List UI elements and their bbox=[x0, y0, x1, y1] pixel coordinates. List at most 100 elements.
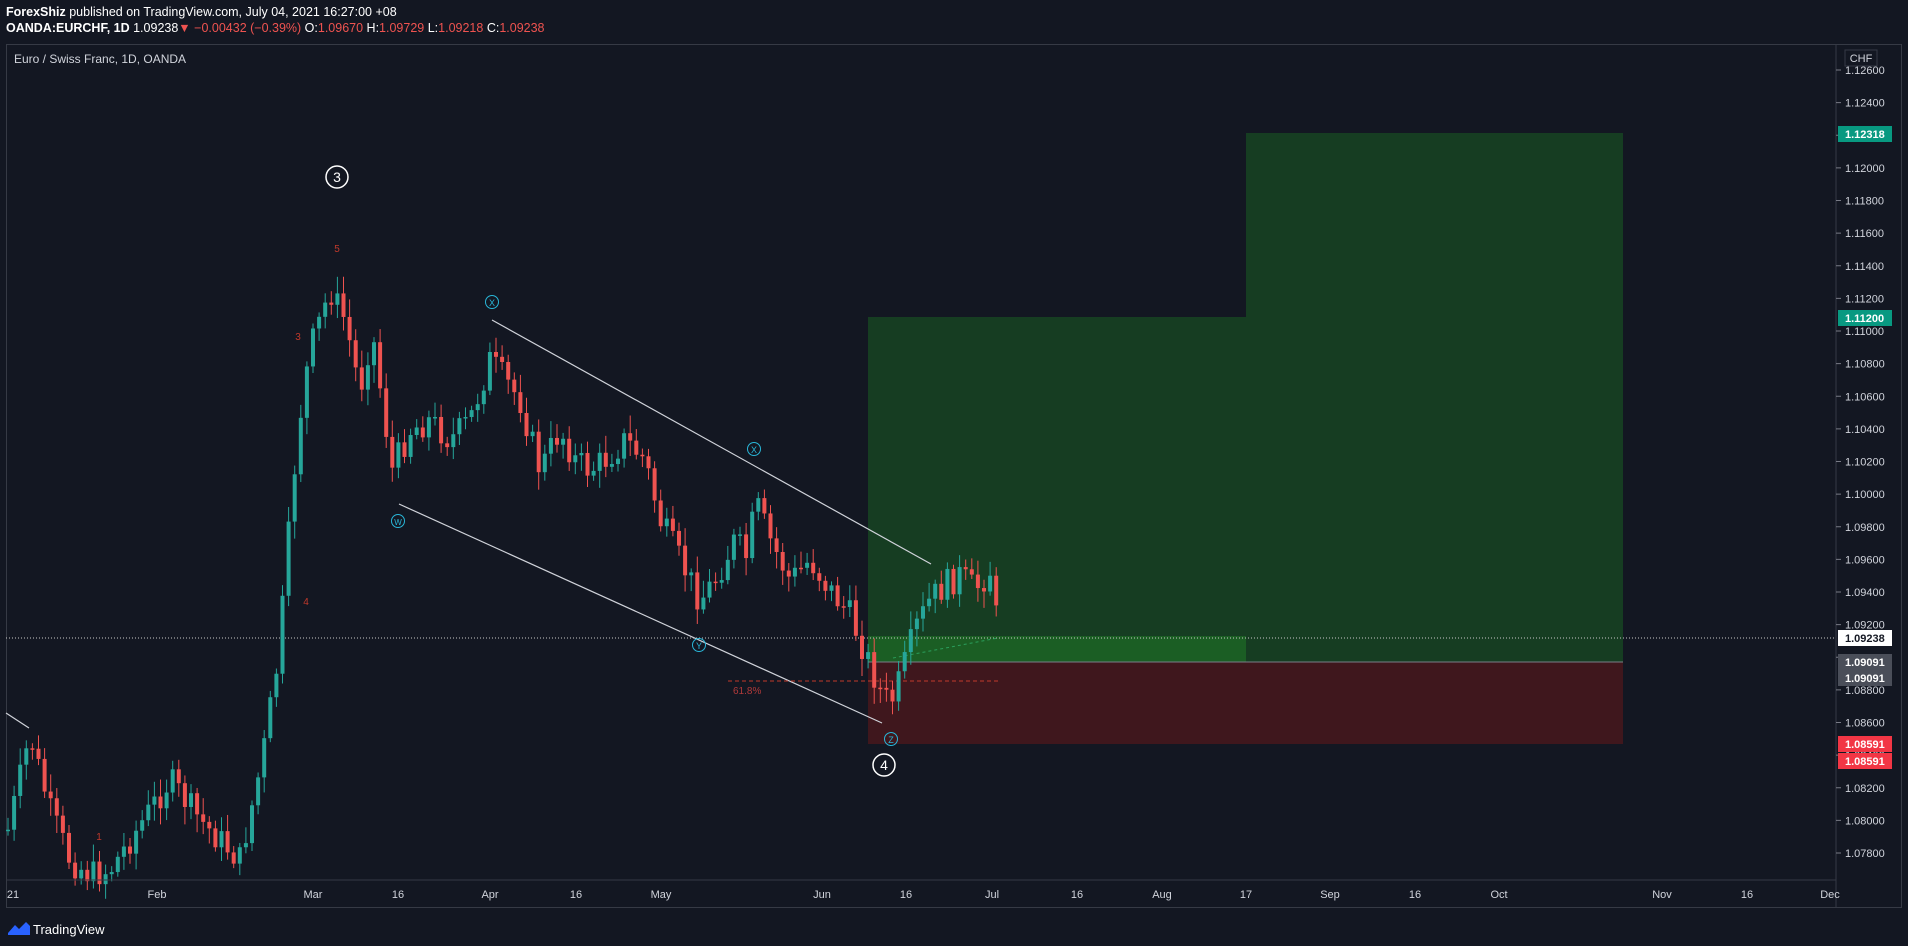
subwave-x-1-text: X bbox=[489, 298, 495, 308]
candle-body bbox=[603, 452, 608, 467]
candle-body bbox=[164, 792, 169, 809]
candle-body bbox=[591, 470, 596, 476]
time-tick-label: Jun bbox=[813, 889, 831, 901]
time-tick-label: Apr bbox=[481, 889, 498, 901]
price-tick-label: 1.09600 bbox=[1845, 554, 1885, 566]
candle-body bbox=[408, 435, 413, 457]
candle-body bbox=[914, 618, 919, 630]
candle-body bbox=[719, 580, 724, 583]
candle-body bbox=[475, 404, 480, 411]
candle-body bbox=[561, 438, 566, 445]
candle-body bbox=[982, 588, 986, 592]
candle-body bbox=[286, 521, 291, 596]
subwave-w-text: W bbox=[394, 518, 402, 527]
candle-body bbox=[689, 572, 694, 576]
candle-body bbox=[884, 687, 889, 690]
price-tick-label: 1.08600 bbox=[1845, 718, 1885, 730]
open-value: 1.09670 bbox=[317, 21, 364, 35]
candle-body bbox=[91, 861, 96, 882]
candle-body bbox=[182, 783, 187, 807]
candle-body bbox=[372, 342, 376, 366]
wave-channel[interactable] bbox=[5, 319, 999, 729]
price-label-bg bbox=[1838, 126, 1892, 142]
candle-body bbox=[451, 434, 456, 448]
candle-body bbox=[677, 530, 681, 546]
price-label: 1.12318 bbox=[1845, 129, 1885, 141]
price-label: 1.11200 bbox=[1845, 313, 1884, 325]
currency-badge-box bbox=[1844, 49, 1878, 67]
candle-body bbox=[750, 511, 755, 559]
price-tick-label: 1.10000 bbox=[1845, 489, 1885, 501]
candle-body bbox=[189, 793, 193, 807]
candle-body bbox=[414, 427, 419, 436]
subwave-w[interactable]: W bbox=[391, 514, 405, 528]
tradingview-brand[interactable]: TradingView bbox=[33, 922, 105, 937]
candle-body bbox=[933, 583, 938, 599]
time-tick-label: Dec bbox=[1820, 889, 1840, 901]
candle-body bbox=[481, 390, 486, 405]
candle-body bbox=[628, 433, 633, 441]
candle-body bbox=[36, 748, 41, 759]
time-tick-label: 21 bbox=[7, 889, 19, 901]
candle-body bbox=[908, 629, 913, 653]
wave-label-3[interactable]: 3 bbox=[325, 165, 349, 189]
candle-body bbox=[841, 606, 846, 608]
last-price: 1.09238 bbox=[133, 21, 179, 35]
candle-body bbox=[152, 796, 157, 805]
author-name[interactable]: ForexShiz bbox=[6, 5, 66, 19]
long-position-tool[interactable] bbox=[868, 133, 1623, 744]
candle-body bbox=[927, 598, 932, 607]
subwave-y[interactable]: Y bbox=[692, 638, 706, 652]
candle-body bbox=[823, 580, 828, 591]
time-tick-label: May bbox=[651, 889, 672, 901]
subwave-z-text: Z bbox=[888, 735, 894, 745]
candle-body bbox=[30, 748, 35, 750]
candle-body bbox=[262, 738, 267, 778]
candle-body bbox=[353, 340, 358, 368]
wave-label-4-text: 4 bbox=[880, 757, 888, 773]
candle-body bbox=[957, 567, 962, 595]
low-value: 1.09218 bbox=[438, 21, 484, 35]
candle-body bbox=[426, 417, 431, 438]
wave-label-3-text: 3 bbox=[333, 169, 341, 185]
time-tick-label: 16 bbox=[1071, 889, 1083, 901]
candle-body bbox=[853, 600, 858, 636]
tradingview-logo-icon[interactable] bbox=[8, 921, 30, 935]
subwave-x-1[interactable]: X bbox=[485, 295, 499, 309]
candle-body bbox=[860, 635, 864, 659]
close-value: 1.09238 bbox=[499, 21, 545, 35]
candle-body bbox=[792, 567, 797, 577]
candle-body bbox=[994, 575, 999, 606]
candle-body bbox=[469, 410, 474, 418]
fib-label: 61.8% bbox=[733, 686, 761, 697]
wave-label-4[interactable]: 4 bbox=[872, 753, 896, 777]
price-label: 1.08591 bbox=[1845, 756, 1885, 768]
currency-badge[interactable]: CHF bbox=[1844, 49, 1878, 67]
subwave-x-2[interactable]: X bbox=[747, 442, 761, 456]
candle-body bbox=[780, 552, 785, 571]
candle-body bbox=[646, 456, 651, 469]
footer: TradingView bbox=[0, 910, 1908, 946]
candle-body bbox=[872, 652, 877, 688]
open-label: O: bbox=[304, 21, 318, 35]
candle-body bbox=[811, 562, 816, 574]
candle-body bbox=[170, 769, 175, 793]
candle-body bbox=[158, 796, 163, 809]
currency-badge-text: CHF bbox=[1850, 53, 1873, 65]
fib-retracement[interactable]: 61.8% bbox=[728, 680, 1000, 697]
price-tick-label: 1.11200 bbox=[1845, 293, 1884, 305]
candle-body bbox=[500, 356, 505, 363]
time-axis[interactable]: 21 Feb Mar 16 Apr 16 May Jun 16 Jul 16 Aug 17 Sep 16 Oc… bbox=[7, 889, 1840, 901]
subwave-z-circle bbox=[884, 732, 898, 746]
candle-body bbox=[512, 379, 517, 393]
candle-body bbox=[744, 534, 749, 559]
time-tick-label: 17 bbox=[1240, 889, 1252, 901]
subwave-z[interactable]: Z bbox=[884, 732, 898, 746]
candle-body bbox=[128, 846, 132, 854]
candle-body bbox=[79, 869, 84, 879]
time-tick-label: 16 bbox=[1409, 889, 1421, 901]
candle-body bbox=[951, 568, 956, 595]
candle-body bbox=[609, 464, 614, 467]
price-tick-label: 1.07800 bbox=[1845, 848, 1885, 860]
